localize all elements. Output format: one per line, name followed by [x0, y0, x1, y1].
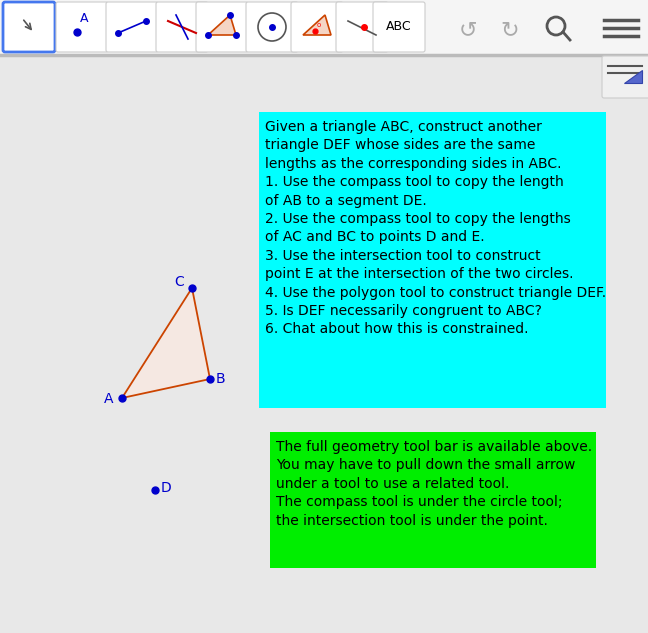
Text: B: B — [216, 372, 226, 386]
FancyBboxPatch shape — [106, 2, 158, 52]
Text: Given a triangle ABC, construct another
triangle DEF whose sides are the same
le: Given a triangle ABC, construct another … — [265, 120, 606, 336]
Text: A: A — [104, 392, 113, 406]
Text: D: D — [161, 481, 172, 495]
FancyBboxPatch shape — [156, 2, 208, 52]
Text: ABC: ABC — [386, 20, 412, 34]
FancyBboxPatch shape — [259, 112, 606, 408]
Text: A: A — [80, 13, 88, 25]
FancyBboxPatch shape — [602, 56, 648, 98]
FancyBboxPatch shape — [196, 2, 248, 52]
FancyBboxPatch shape — [0, 0, 648, 55]
FancyBboxPatch shape — [373, 2, 425, 52]
Text: C: C — [174, 275, 184, 289]
Polygon shape — [208, 15, 236, 35]
FancyBboxPatch shape — [336, 2, 388, 52]
Polygon shape — [122, 288, 210, 398]
Text: ↻: ↻ — [501, 20, 519, 40]
Text: The full geometry tool bar is available above.
You may have to pull down the sma: The full geometry tool bar is available … — [276, 440, 592, 527]
FancyBboxPatch shape — [270, 432, 596, 568]
FancyBboxPatch shape — [246, 2, 298, 52]
Polygon shape — [624, 70, 642, 83]
FancyBboxPatch shape — [3, 2, 55, 52]
FancyBboxPatch shape — [291, 2, 343, 52]
FancyBboxPatch shape — [56, 2, 108, 52]
Text: o: o — [317, 22, 321, 28]
Polygon shape — [303, 15, 331, 35]
Text: ↺: ↺ — [459, 20, 478, 40]
